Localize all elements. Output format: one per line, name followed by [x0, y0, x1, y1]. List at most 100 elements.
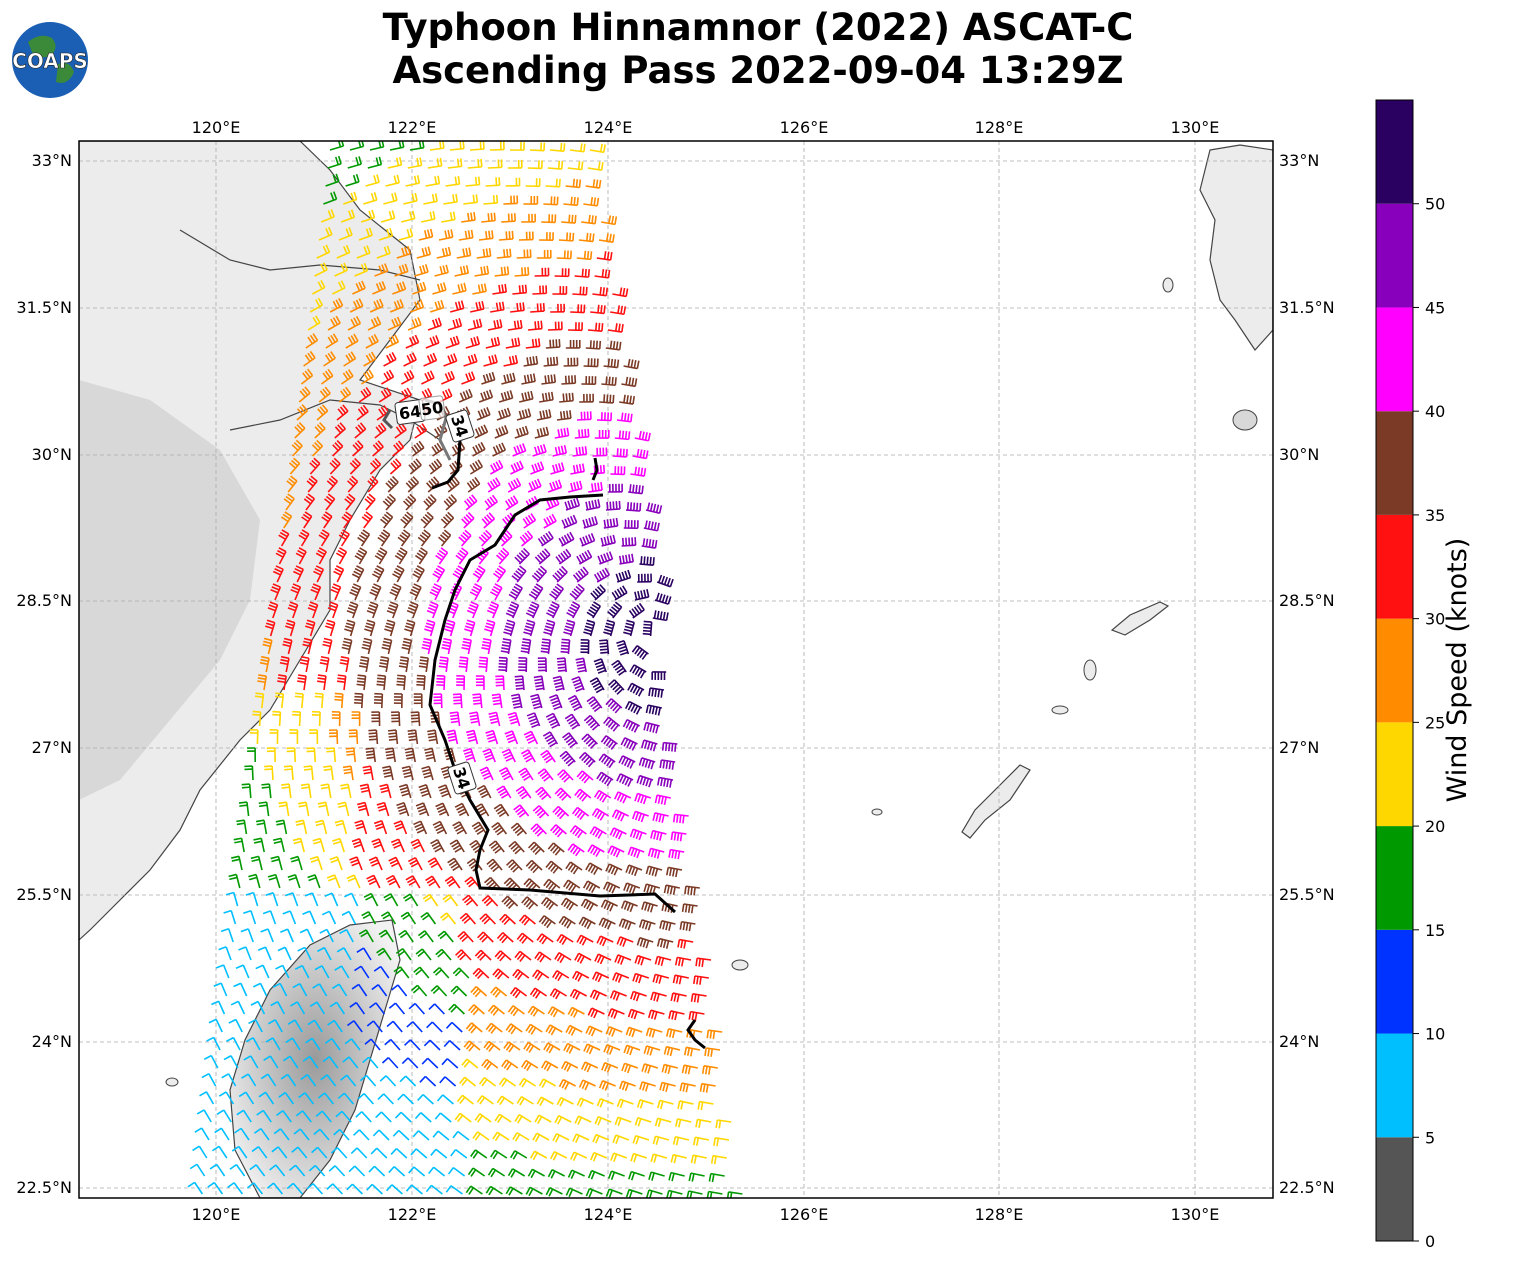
wind-barb [426, 1021, 443, 1033]
wind-barb [194, 1127, 210, 1141]
wind-barb [449, 300, 465, 313]
wind-barb [369, 298, 384, 313]
colorbar-segment [1376, 514, 1413, 619]
wind-barb [476, 1095, 494, 1105]
wind-barb [539, 391, 554, 403]
wind-barb [386, 1020, 403, 1033]
wind-barb [234, 1127, 250, 1141]
wind-barb [396, 674, 406, 691]
wind-barb [570, 463, 585, 475]
wind-barb [241, 783, 252, 799]
wind-barb [605, 500, 621, 511]
wind-barb [543, 1042, 561, 1054]
wind-barb [537, 768, 554, 782]
wind-barb [586, 601, 601, 619]
lat-tick-label: 22.5°N [1279, 1178, 1335, 1197]
contour-34kt-east [686, 1019, 706, 1050]
wind-barb [363, 351, 377, 367]
wind-barb [503, 619, 516, 637]
wind-barb [652, 973, 670, 984]
wind-barb [639, 1081, 656, 1092]
wind-barb [569, 143, 586, 153]
wind-barb [623, 619, 635, 637]
wind-barb [366, 1183, 383, 1195]
wind-barb [494, 950, 512, 962]
wind-barb [629, 828, 647, 841]
wind-barb [657, 1099, 674, 1110]
wind-barb [379, 783, 392, 799]
wind-barb [283, 765, 294, 781]
wind-barb [583, 714, 601, 731]
wind-barb [456, 675, 466, 691]
wind-barb [459, 912, 477, 925]
wind-barb [336, 404, 349, 421]
wind-barb [568, 480, 583, 493]
wind-barb [650, 829, 667, 841]
wind-barb [414, 423, 428, 439]
wind-barb [270, 855, 283, 871]
amami-island [1110, 601, 1170, 636]
wind-barb [428, 458, 443, 475]
wind-barb [576, 934, 594, 946]
wind-barb [640, 739, 658, 752]
wind-barb [302, 910, 317, 925]
wind-barb [220, 927, 234, 943]
wind-barb [382, 765, 394, 781]
wind-barb [272, 710, 282, 727]
wind-barb [267, 1019, 283, 1033]
wind-barb [469, 459, 483, 475]
wind-barb [657, 776, 674, 788]
wind-barb [337, 1092, 355, 1105]
wind-barb [518, 1077, 537, 1088]
wind-barb [346, 1183, 363, 1195]
wind-barb [471, 821, 488, 835]
wind-barb [305, 1037, 321, 1051]
wind-barb [543, 356, 559, 367]
wind-barb [408, 458, 422, 475]
wind-barb [476, 784, 492, 799]
wind-barb [474, 424, 489, 439]
wind-barb [441, 370, 456, 385]
wind-barb [531, 565, 548, 583]
okinawa [961, 764, 1031, 839]
wind-barb [413, 820, 428, 835]
wind-barb [596, 771, 614, 787]
wind-barb [357, 801, 370, 817]
wind-barb [540, 896, 559, 911]
wind-barb [578, 751, 596, 768]
wind-barb [231, 1145, 248, 1159]
wind-barb [363, 192, 378, 205]
wind-barb [447, 158, 463, 169]
wind-barb [559, 392, 574, 403]
wind-barb [458, 656, 469, 673]
wind-barb [385, 475, 399, 493]
wind-barb [390, 711, 401, 727]
wind-barb [659, 759, 676, 770]
wind-barb [585, 179, 602, 189]
wind-barb [228, 1018, 243, 1033]
wind-barb [314, 692, 324, 709]
wind-barb [385, 174, 400, 187]
wind-barb [253, 1127, 270, 1141]
wind-barb [481, 512, 496, 529]
wind-barb [470, 300, 485, 313]
wind-barb [396, 802, 410, 817]
wind-barb [215, 964, 230, 979]
wind-barb [509, 1150, 528, 1160]
wind-barb [407, 157, 423, 169]
wind-barb [501, 372, 516, 385]
wind-barb [567, 694, 583, 711]
wind-barb [534, 267, 550, 277]
wind-barb [365, 747, 376, 763]
wind-barb [286, 747, 296, 763]
wind-barb [472, 693, 483, 709]
wind-barb [613, 791, 632, 804]
wind-barb [313, 565, 325, 583]
wind-barb [417, 930, 434, 943]
wind-barb [560, 897, 579, 911]
wind-barb [583, 619, 596, 637]
wind-barb [634, 954, 652, 966]
wind-barb [323, 351, 336, 367]
wind-barb [652, 610, 669, 622]
wind-barb [530, 303, 545, 313]
